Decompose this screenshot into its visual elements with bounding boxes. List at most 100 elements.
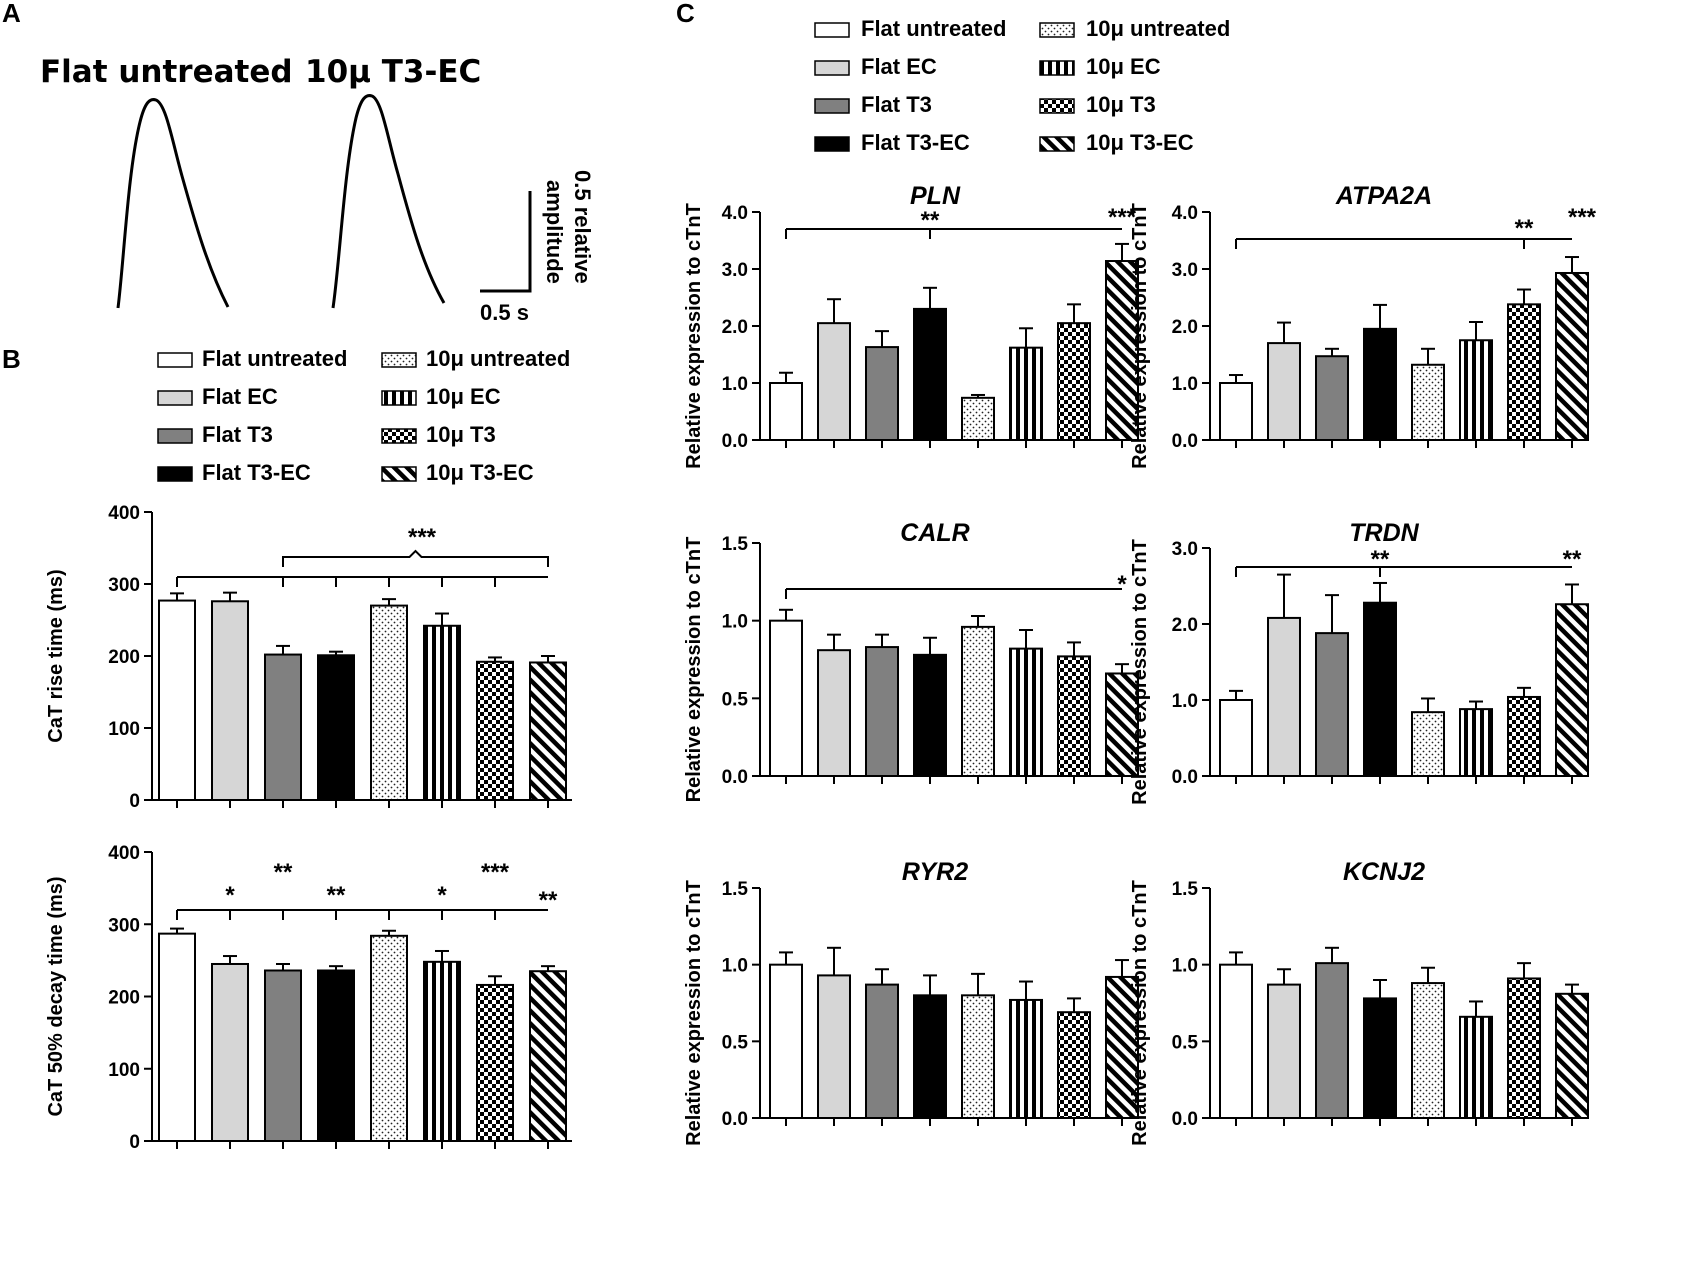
chart-trdn: 0.0 1.0 2.0 3.0 Relative expression to cTnT T… xyxy=(1129,519,1589,805)
y-tick-label: 1.0 xyxy=(1172,374,1198,395)
legend-swatch-flat-untreated xyxy=(814,22,850,38)
bar-10u-t3 xyxy=(1507,303,1541,441)
bar-10u-t3 xyxy=(1057,322,1091,441)
legend-swatch-10u-t3-ec xyxy=(381,466,417,482)
bar-flat-ec xyxy=(1267,983,1301,1119)
bar-flat-t3-ec xyxy=(317,654,355,802)
bar-flat-ec xyxy=(1267,616,1301,777)
y-tick-label: 0.0 xyxy=(722,767,748,788)
y-tick-label: 0.0 xyxy=(1172,431,1198,452)
bar-10u-t3-ec xyxy=(1555,603,1589,777)
bar-flat-ec xyxy=(211,600,249,802)
y-axis-label: CaT 50% decay time (ms) xyxy=(45,876,67,1116)
scale-bar xyxy=(480,191,532,293)
bar-10u-untreated xyxy=(1411,711,1445,777)
y-tick-label: 1.0 xyxy=(722,956,748,977)
legend-swatch-flat-t3-ec xyxy=(814,136,850,152)
bar-flat-t3 xyxy=(1315,355,1349,441)
legend-label-flat-ec: Flat EC xyxy=(202,384,278,409)
chart-title: KCNJ2 xyxy=(1343,858,1425,886)
bar-10u-ec xyxy=(1459,1015,1493,1119)
legend-label-flat-untreated: Flat untreated xyxy=(202,346,347,371)
y-tick-label: 4.0 xyxy=(1172,203,1198,224)
y-axis-label: Relative expression to cTnT xyxy=(1129,539,1151,805)
y-tick-label: 0.0 xyxy=(722,431,748,452)
y-tick-label: 200 xyxy=(108,988,140,1009)
bar-10u-t3 xyxy=(1507,695,1541,778)
chart-title: TRDN xyxy=(1349,519,1419,547)
bar-flat-untreated xyxy=(158,599,196,801)
bar-flat-t3-ec xyxy=(317,969,355,1142)
y-axis-label: Relative expression to cTnT xyxy=(1129,880,1151,1146)
significance-stars: *** xyxy=(408,524,437,551)
chart-calr: 0.0 0.5 1.0 1.5 Relative expression to cTnT C… xyxy=(683,519,1139,803)
bar-10u-t3-ec xyxy=(529,970,567,1143)
trace-10u-t3ec xyxy=(331,94,446,309)
y-tick-label: 2.0 xyxy=(1172,317,1198,338)
scale-amp-label-1: 0.5 relative xyxy=(570,170,595,284)
trace-flat-untreated xyxy=(116,98,230,309)
bar-flat-t3-ec xyxy=(1363,997,1397,1120)
legend-swatch-10u-t3 xyxy=(1039,98,1075,114)
bar-flat-t3-ec xyxy=(1363,327,1397,442)
legend-swatch-10u-untreated xyxy=(1039,22,1075,38)
y-axis-label: Relative expression to cTnT xyxy=(683,537,705,803)
legend-label-flat-t3-ec: Flat T3-EC xyxy=(202,460,311,485)
bar-10u-t3 xyxy=(476,660,514,802)
bar-10u-untreated xyxy=(1411,363,1445,442)
y-tick-label: 1.0 xyxy=(1172,691,1198,712)
bar-10u-untreated xyxy=(370,604,408,801)
bar-10u-ec xyxy=(1459,708,1493,777)
y-axis-label: CaT rise time (ms) xyxy=(45,569,67,742)
y-tick-label: 300 xyxy=(108,575,140,596)
bar-flat-ec xyxy=(1267,342,1301,442)
chart-kcnj2: 0.0 0.5 1.0 1.5 Relative expression to cTnT K… xyxy=(1129,858,1589,1146)
bar-10u-t3 xyxy=(476,983,514,1142)
legend-swatch-flat-untreated xyxy=(157,352,193,368)
significance-stars: *** xyxy=(481,859,510,886)
bar-10u-ec xyxy=(1459,339,1493,441)
chart-ryr2: 0.0 0.5 1.0 1.5 Relative expression to cTnT R… xyxy=(683,858,1139,1146)
legend-label-10u-t3: 10μ T3 xyxy=(426,422,496,447)
y-tick-label: 0 xyxy=(129,1132,140,1153)
legend-label-flat-t3: Flat T3 xyxy=(861,92,932,117)
bar-flat-t3-ec xyxy=(913,653,947,778)
y-tick-label: 1.0 xyxy=(1172,956,1198,977)
legend-label-10u-ec: 10μ EC xyxy=(1086,54,1161,79)
y-tick-label: 0.5 xyxy=(1172,1032,1199,1053)
bar-flat-t3 xyxy=(865,983,899,1119)
bar-10u-t3-ec xyxy=(1105,260,1139,441)
panel-label-c: C xyxy=(676,0,695,28)
y-tick-label: 2.0 xyxy=(1172,615,1198,636)
legend-swatch-10u-t3 xyxy=(381,428,417,444)
panel-label-b: B xyxy=(2,344,21,374)
trace-title-left: Flat untreated xyxy=(40,54,293,90)
bar-10u-t3 xyxy=(1057,1011,1091,1120)
y-tick-label: 400 xyxy=(108,503,140,524)
chart-title: ATPA2A xyxy=(1335,182,1432,210)
bar-10u-untreated xyxy=(961,396,995,442)
bar-flat-t3-ec xyxy=(913,994,947,1119)
significance-stars: *** xyxy=(1568,204,1597,231)
legend-label-10u-t3-ec: 10μ T3-EC xyxy=(1086,130,1194,155)
bar-flat-t3 xyxy=(264,653,302,801)
legend-label-10u-t3-ec: 10μ T3-EC xyxy=(426,460,534,485)
significance-stars: ** xyxy=(274,859,293,886)
y-tick-label: 3.0 xyxy=(1172,539,1198,560)
y-axis-label: Relative expression to cTnT xyxy=(683,880,705,1146)
y-tick-label: 1.0 xyxy=(722,612,748,633)
significance-stars: ** xyxy=(327,882,346,909)
y-tick-label: 100 xyxy=(108,719,140,740)
bar-flat-t3 xyxy=(1315,962,1349,1120)
y-axis-label: Relative expression to cTnT xyxy=(1129,203,1151,469)
bar-flat-untreated xyxy=(769,382,803,441)
legend-label-10u-ec: 10μ EC xyxy=(426,384,501,409)
bar-10u-untreated xyxy=(961,625,995,777)
legend-swatch-flat-t3-ec xyxy=(157,466,193,482)
bar-10u-t3 xyxy=(1057,655,1091,777)
y-tick-label: 4.0 xyxy=(722,203,748,224)
significance-stars: *** xyxy=(1108,204,1137,231)
y-tick-label: 200 xyxy=(108,647,140,668)
